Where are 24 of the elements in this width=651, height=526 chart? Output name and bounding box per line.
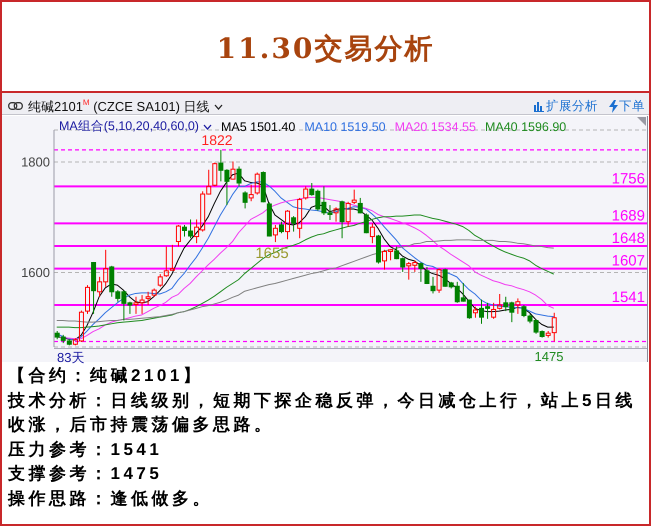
text: 【合约：纯碱2101】 bbox=[8, 365, 204, 387]
legend-title: MA组合(5,10,20,40,60,0) bbox=[59, 118, 199, 135]
y-tick-label: 1600 bbox=[21, 265, 50, 280]
ref-line-label: 1607 bbox=[612, 252, 645, 270]
text: MA5 1501.40 bbox=[220, 120, 296, 134]
text: 技术分析：日线级别，短期下探企稳反弹，今日减仓上行，站上5日线收涨，后市持震荡偏多思路。 bbox=[8, 390, 637, 436]
ref-line-label: 1541 bbox=[612, 289, 645, 306]
text: MA20 1534.55 bbox=[394, 120, 476, 134]
chart-title: 11.30交易分析 bbox=[216, 31, 436, 67]
text: MA10 1519.50 bbox=[304, 120, 386, 134]
ref-line-label: 1689 bbox=[612, 207, 645, 224]
text: 83天 bbox=[57, 350, 84, 365]
ref-line-label: 1648 bbox=[612, 230, 645, 247]
text: 支撑参考：1475 bbox=[8, 463, 164, 486]
annotation: 1475 bbox=[534, 349, 564, 364]
text: 压力参考：1541 bbox=[8, 438, 164, 461]
text: 操作思路：逢低做多。 bbox=[8, 488, 214, 510]
text: MA40 1596.90 bbox=[484, 120, 566, 134]
y-tick-label: 1800 bbox=[21, 154, 50, 170]
text: 扩展分析 bbox=[546, 99, 598, 114]
chart-subtitle: 纯碱2101$^{M}$ (CZCE SA101) 日线 bbox=[28, 98, 210, 116]
ref-line-label: 1756 bbox=[612, 170, 645, 188]
text: 下单 bbox=[619, 99, 645, 114]
annotation: 1822 bbox=[201, 132, 233, 148]
